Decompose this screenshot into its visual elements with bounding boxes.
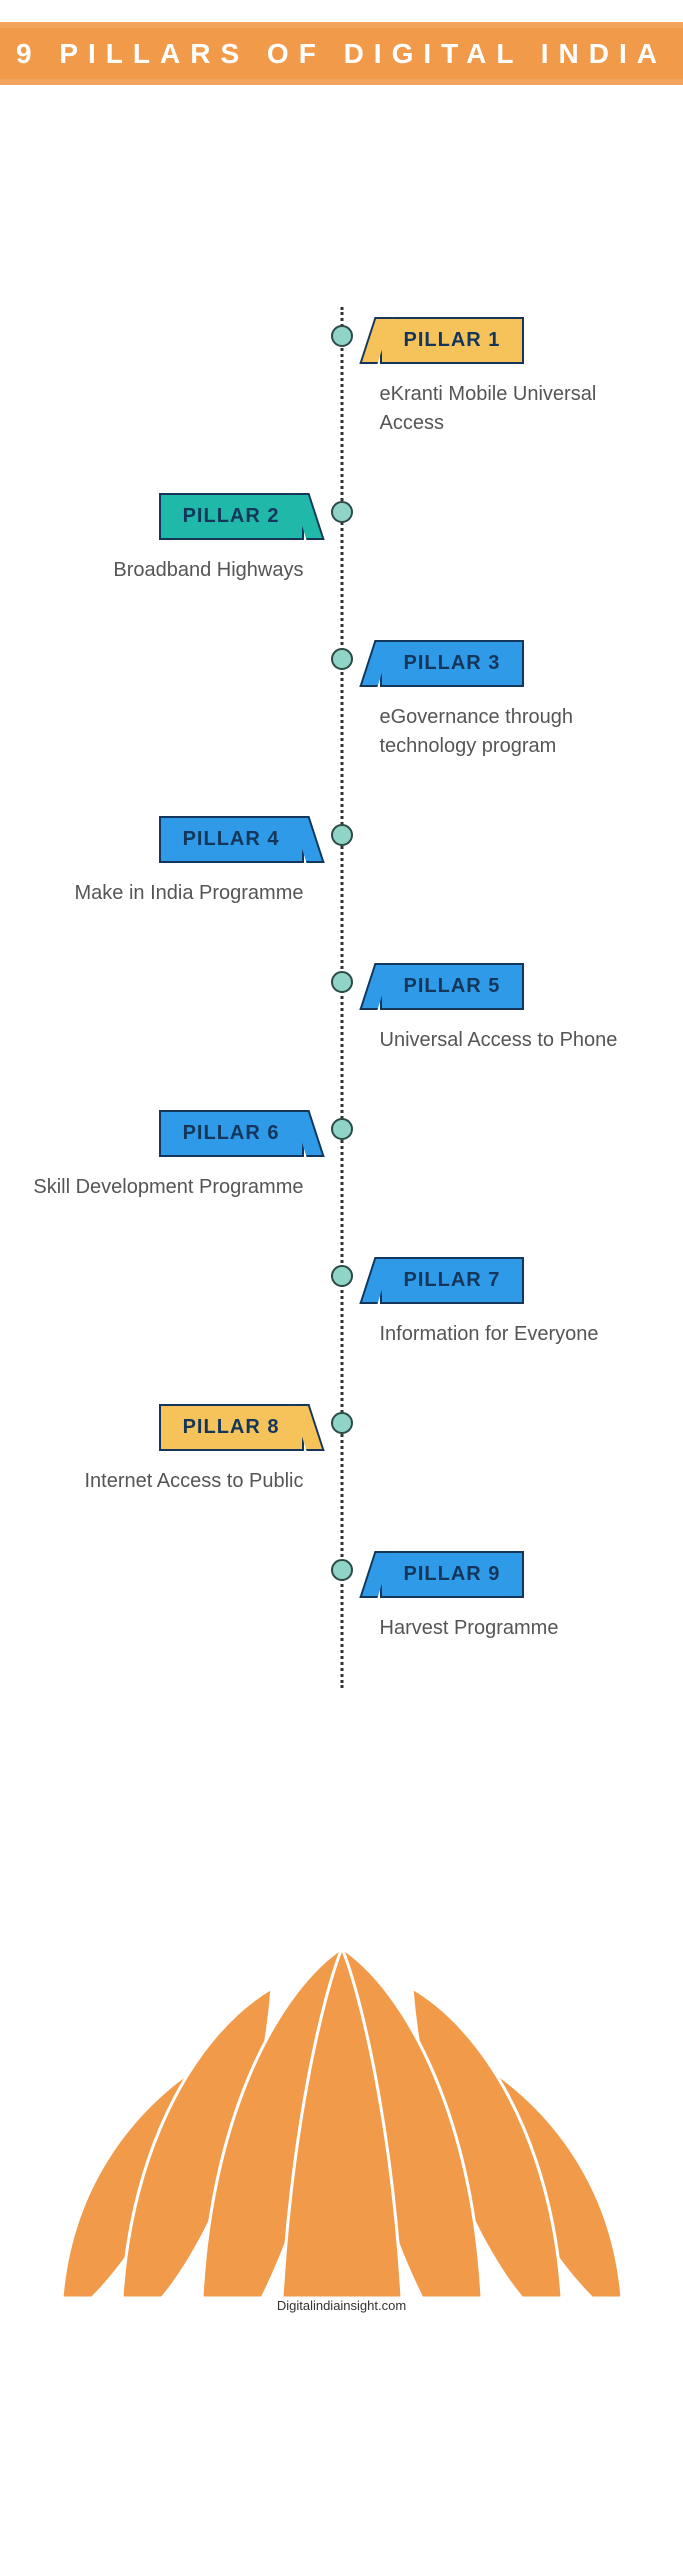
timeline-dot xyxy=(331,501,353,523)
pillar-label: PILLAR 2 xyxy=(183,505,280,527)
pillar-desc: Universal Access to Phone xyxy=(380,1026,662,1055)
timeline-dot xyxy=(331,824,353,846)
timeline-dot xyxy=(331,1118,353,1140)
pillar-tag: PILLAR 3 xyxy=(380,640,525,687)
timeline-dot xyxy=(331,325,353,347)
pillar-label: PILLAR 9 xyxy=(404,1563,501,1585)
pillar-label: PILLAR 1 xyxy=(404,329,501,351)
pillar-tag: PILLAR 2 xyxy=(159,493,304,540)
timeline-side: PILLAR 6 Skill Development Programme xyxy=(22,1110,342,1202)
spacer xyxy=(0,107,683,307)
pillar-tag: PILLAR 1 xyxy=(380,317,525,364)
pillar-label: PILLAR 7 xyxy=(404,1269,501,1291)
source-text: Digitalindiainsight.com xyxy=(0,2298,683,2319)
timeline-dot xyxy=(331,1265,353,1287)
pillar-desc: Broadband Highways xyxy=(22,556,304,585)
pillar-label: PILLAR 3 xyxy=(404,652,501,674)
timeline-row: PILLAR 9 Harvest Programme xyxy=(22,1541,662,1688)
lotus-icon xyxy=(52,1938,632,2298)
page-title: 9 PILLARS OF DIGITAL INDIA xyxy=(0,34,683,73)
pillar-tag: PILLAR 4 xyxy=(159,816,304,863)
timeline-side: PILLAR 4 Make in India Programme xyxy=(22,816,342,908)
timeline-row: PILLAR 5 Universal Access to Phone xyxy=(22,953,662,1100)
pillar-desc: Information for Everyone xyxy=(380,1320,662,1349)
timeline-dot xyxy=(331,1559,353,1581)
timeline-row: PILLAR 4 Make in India Programme xyxy=(22,806,662,953)
timeline-side: PILLAR 5 Universal Access to Phone xyxy=(342,963,662,1055)
header: 9 PILLARS OF DIGITAL INDIA xyxy=(0,0,683,107)
pillar-desc: Make in India Programme xyxy=(22,879,304,908)
timeline-side: PILLAR 8 Internet Access to Public xyxy=(22,1404,342,1496)
timeline-side: PILLAR 3 eGovernance through technology p… xyxy=(342,640,662,761)
timeline-row: PILLAR 3 eGovernance through technology p… xyxy=(22,630,662,806)
timeline-row: PILLAR 8 Internet Access to Public xyxy=(22,1394,662,1541)
timeline-row: PILLAR 2 Broadband Highways xyxy=(22,483,662,630)
pillar-tag: PILLAR 5 xyxy=(380,963,525,1010)
timeline-dot xyxy=(331,1412,353,1434)
timeline-row: PILLAR 7 Information for Everyone xyxy=(22,1247,662,1394)
pillar-desc: eGovernance through technology program xyxy=(380,703,662,761)
pillar-tag: PILLAR 6 xyxy=(159,1110,304,1157)
timeline-side: PILLAR 2 Broadband Highways xyxy=(22,493,342,585)
timeline-row: PILLAR 1 eKranti Mobile Universal Access xyxy=(22,307,662,483)
timeline-dot xyxy=(331,971,353,993)
timeline: PILLAR 1eKranti Mobile Universal AccessP… xyxy=(22,307,662,1688)
timeline-row: PILLAR 6 Skill Development Programme xyxy=(22,1100,662,1247)
pillar-tag: PILLAR 9 xyxy=(380,1551,525,1598)
pillar-desc: Skill Development Programme xyxy=(22,1173,304,1202)
pillar-tag: PILLAR 7 xyxy=(380,1257,525,1304)
timeline-side: PILLAR 7 Information for Everyone xyxy=(342,1257,662,1349)
pillar-label: PILLAR 8 xyxy=(183,1416,280,1438)
pillar-label: PILLAR 4 xyxy=(183,828,280,850)
pillar-tag: PILLAR 8 xyxy=(159,1404,304,1451)
pillar-desc: Harvest Programme xyxy=(380,1614,662,1643)
timeline-side: PILLAR 9 Harvest Programme xyxy=(342,1551,662,1643)
timeline-dot xyxy=(331,648,353,670)
pillar-label: PILLAR 6 xyxy=(183,1122,280,1144)
pillar-label: PILLAR 5 xyxy=(404,975,501,997)
footer xyxy=(0,1868,683,2298)
pillar-desc: Internet Access to Public xyxy=(22,1467,304,1496)
timeline-side: PILLAR 1 eKranti Mobile Universal Access xyxy=(342,317,662,438)
pillar-desc: eKranti Mobile Universal Access xyxy=(380,380,662,438)
